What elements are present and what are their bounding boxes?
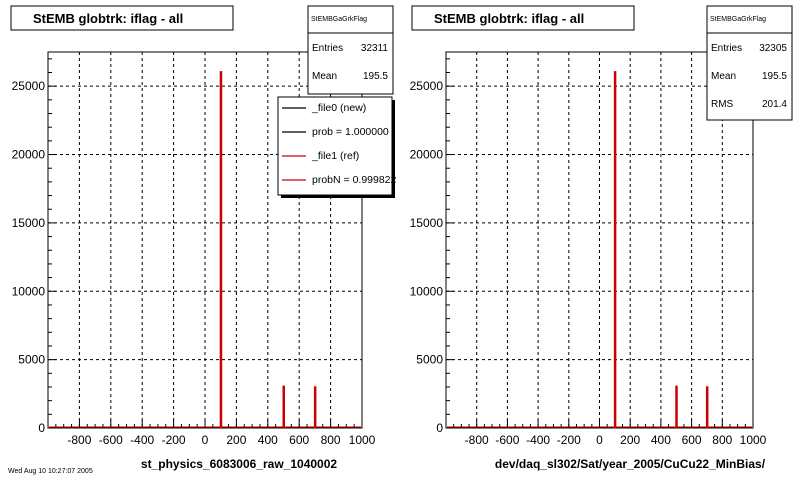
chart2-x-axis-title: dev/daq_sl302/Sat/year_2005/CuCu22_MinBi… bbox=[495, 457, 766, 471]
chart2-bar bbox=[675, 385, 678, 428]
chart1-stats-box bbox=[307, 5, 394, 95]
chart1-legend-label: prob = 1.000000 bbox=[312, 126, 389, 138]
chart1-x-tick-label: 0 bbox=[202, 433, 209, 447]
chart2-x-tick-label: 0 bbox=[596, 433, 603, 447]
chart1-y-tick-label: 20000 bbox=[12, 148, 46, 162]
chart1-stats-label: Entries bbox=[312, 43, 343, 54]
chart1-stats-value: 195.5 bbox=[363, 71, 388, 82]
chart2-y-tick-label: 5000 bbox=[416, 353, 443, 367]
chart1-stats-name: StEMBGaGrkFlag bbox=[311, 16, 367, 23]
chart2-title-box bbox=[411, 5, 635, 31]
chart1-x-tick-label: 1000 bbox=[349, 433, 376, 447]
chart2-x-tick-label: -200 bbox=[557, 433, 581, 447]
chart2-stats-name: StEMBGaGrkFlag bbox=[710, 16, 766, 23]
chart2-y-tick-label: 10000 bbox=[410, 284, 444, 298]
chart2-y-tick-label: 0 bbox=[436, 421, 443, 435]
chart2-x-tick-label: -800 bbox=[465, 433, 489, 447]
chart1-x-tick-label: 800 bbox=[321, 433, 341, 447]
chart2-stats-box bbox=[706, 5, 793, 121]
chart1-x-tick-label: -800 bbox=[67, 433, 91, 447]
chart1-bar bbox=[219, 71, 223, 428]
chart1-y-tick-label: 0 bbox=[38, 421, 45, 435]
chart1-x-tick-label: -400 bbox=[130, 433, 154, 447]
chart1-bar bbox=[313, 386, 317, 428]
footer-timestamp: Wed Aug 10 10:27:07 2005 bbox=[8, 468, 93, 475]
chart1-x-tick-label: 600 bbox=[289, 433, 309, 447]
chart2-y-tick-label: 20000 bbox=[410, 148, 444, 162]
chart1-x-tick-label: -200 bbox=[162, 433, 186, 447]
chart2-title: StEMB globtrk: iflag - all bbox=[434, 11, 584, 26]
chart1-x-tick-label: 200 bbox=[226, 433, 246, 447]
chart2-stats-label: Mean bbox=[711, 71, 736, 82]
chart2-x-tick-label: 800 bbox=[712, 433, 732, 447]
chart1-x-tick-label: -600 bbox=[99, 433, 123, 447]
chart1-y-tick-label: 15000 bbox=[12, 216, 46, 230]
chart1-legend-label: probN = 0.999822 bbox=[312, 174, 397, 186]
chart1-stats-value: 32311 bbox=[361, 43, 389, 54]
chart2-bar bbox=[613, 71, 617, 428]
chart2-stats-value: 195.5 bbox=[762, 71, 787, 82]
chart2-stats-label: Entries bbox=[711, 43, 742, 54]
chart1-bar bbox=[282, 385, 285, 428]
chart1-legend-label: _file0 (new) bbox=[311, 102, 366, 114]
chart2-stats-value: 32305 bbox=[759, 43, 787, 54]
chart2-x-tick-label: -600 bbox=[495, 433, 519, 447]
chart1-y-tick-label: 25000 bbox=[12, 79, 46, 93]
chart2-x-tick-label: 200 bbox=[620, 433, 640, 447]
chart1-title-box bbox=[10, 5, 234, 31]
chart2-y-tick-label: 25000 bbox=[410, 79, 444, 93]
chart1-legend-box bbox=[277, 96, 393, 196]
chart2-x-tick-label: 400 bbox=[651, 433, 671, 447]
chart2-stats-value: 201.4 bbox=[762, 99, 787, 110]
chart1-y-tick-label: 5000 bbox=[18, 353, 45, 367]
chart1-x-tick-label: 400 bbox=[258, 433, 278, 447]
chart1-title: StEMB globtrk: iflag - all bbox=[33, 11, 183, 26]
chart2-x-tick-label: -400 bbox=[526, 433, 550, 447]
chart1-y-tick-label: 10000 bbox=[12, 284, 46, 298]
chart2-bar bbox=[705, 386, 709, 428]
chart1-x-axis-title: st_physics_6083006_raw_1040002 bbox=[141, 457, 337, 471]
chart1-stats-label: Mean bbox=[312, 71, 337, 82]
chart1-legend-label: _file1 (ref) bbox=[311, 150, 359, 162]
chart2-stats-label: RMS bbox=[711, 99, 734, 110]
chart2-y-tick-label: 15000 bbox=[410, 216, 444, 230]
chart2-x-tick-label: 600 bbox=[682, 433, 702, 447]
chart2-x-tick-label: 1000 bbox=[740, 433, 767, 447]
